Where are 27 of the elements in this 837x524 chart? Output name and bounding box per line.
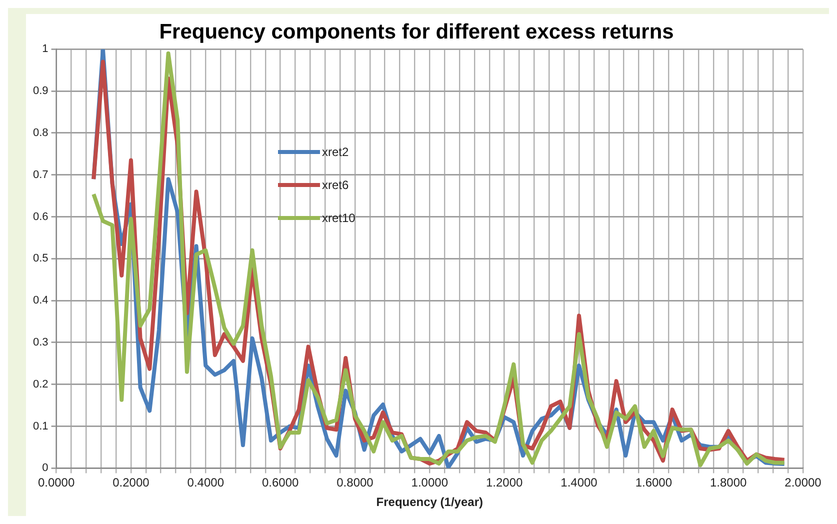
x-tick-label: 1.0000 [411,476,448,490]
x-tick-label: 1.4000 [560,476,598,490]
x-tick-label: 0.2000 [112,476,150,490]
y-tick-label: 0 [42,462,48,474]
y-tick-label: 0.1 [32,420,48,432]
y-tick-label: 0.8 [32,127,48,140]
x-tick-label: 1.6000 [635,476,672,490]
y-tick-label: 0.9 [32,85,48,98]
x-tick-label: 0.4000 [187,476,224,490]
y-tick-label: 0.6 [32,210,48,223]
y-tick-label: 0.5 [32,252,48,265]
x-tick-label: 1.2000 [486,476,523,490]
x-tick-label: 0.0000 [38,476,75,490]
legend-label: xret6 [322,178,349,192]
y-tick-label: 0.4 [32,294,48,307]
chart-title: Frequency components for different excess returns [159,20,674,44]
legend-label: xret10 [322,210,356,224]
x-tick-label: 2.0000 [784,476,822,490]
y-tick-label: 0.7 [32,168,48,181]
y-tick-label: 0.3 [32,336,48,349]
y-tick-label: 1 [42,43,48,56]
y-tick-label: 0.2 [32,378,48,390]
x-tick-label: 0.8000 [336,476,374,490]
x-axis-title: Frequency (1/year) [376,495,484,510]
x-tick-label: 0.6000 [262,476,299,490]
legend-label: xret2 [322,144,349,158]
x-tick-label: 1.8000 [710,476,748,490]
